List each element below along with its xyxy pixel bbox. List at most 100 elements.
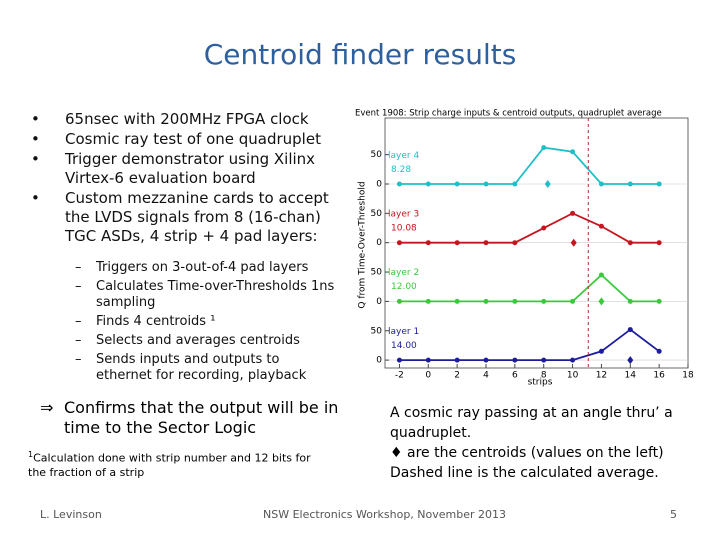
layer-line [399,212,660,244]
strip-point [656,181,662,187]
strip-point [598,181,604,187]
strip-point [483,357,489,363]
strip-point [396,298,402,304]
x-tick-label: 8 [541,371,547,381]
strip-point [656,348,662,354]
strip-point [541,357,547,363]
y-tick-label: 0 [376,238,382,248]
y-tick-label: 0 [376,356,382,366]
conclusion-text: Confirms that the output will be in time… [64,398,339,437]
strip-point [570,210,576,216]
sub-bullet: Selects and averages centroids [75,333,335,349]
centroid-label: 8.28 [391,165,411,175]
strip-point [454,298,460,304]
strip-point [454,181,460,187]
y-tick-label: 50 [371,209,383,219]
y-tick-label: 0 [376,297,382,307]
strip-point [598,348,604,354]
strip-point [541,298,547,304]
strip-point [598,272,604,278]
bullet: Custom mezzanine cards to accept the LVD… [25,189,345,246]
strip-point [425,240,431,246]
strip-point [570,298,576,304]
strip-point [483,298,489,304]
centroid-label: 14.00 [391,341,417,351]
centroid-marker [598,297,605,306]
layer-line [399,146,660,185]
footnote: 1Calculation done with strip number and … [28,448,328,480]
x-tick-label: 6 [512,371,518,381]
x-tick-label: 4 [483,371,489,381]
bullet: 65nsec with 200MHz FPGA clock [25,110,345,129]
x-tick-label: 12 [596,371,607,381]
layer-label: layer 3 [388,210,419,220]
arrow: ⇒ [40,398,54,417]
strip-point [627,327,633,333]
centroid-marker [627,356,634,365]
footnote-text: Calculation done with strip number and 1… [28,451,311,479]
caption-line: Dashed line is the calculated average. [390,465,659,481]
sub-bullet-list: Triggers on 3-out-of-4 pad layers Calcula… [75,260,335,387]
centroid-marker [570,238,577,247]
x-tick-label: 16 [653,371,665,381]
y-tick-label: 50 [371,268,383,278]
strip-point [512,298,518,304]
strip-point [570,357,576,363]
event: NSW Electronics Workshop, November 2013 [263,508,507,521]
strip-point [425,357,431,363]
strip-point [627,181,633,187]
x-tick-label: 18 [682,371,694,381]
layer-label: layer 2 [388,268,419,278]
sub-bullet: Sends inputs and outputs to ethernet for… [75,352,335,384]
x-tick-label: 10 [567,371,579,381]
layer-line [399,328,660,362]
centroid-marker [544,180,551,188]
sub-bullet: Triggers on 3-out-of-4 pad layers [75,260,335,276]
conclusion: ⇒ Confirms that the output will be in tim… [40,398,350,438]
strip-point [598,223,604,229]
strip-point [627,240,633,246]
footnote-mark: 1 [28,450,34,459]
strip-point [656,240,662,246]
layer-label: layer 1 [388,327,419,337]
chart-title: Event 1908: Strip charge inputs & centro… [355,109,662,119]
x-axis-label: strips [528,378,553,388]
page-number: 5 [670,508,677,521]
x-tick-label: -2 [395,371,404,381]
centroid-label: 10.08 [391,224,417,234]
x-tick-label: 0 [425,371,431,381]
strip-point [627,298,633,304]
strip-point [512,240,518,246]
y-axis-label: Q from Time-Over-Threshold [358,181,368,308]
caption: A cosmic ray passing at an angle thru’ a… [390,403,680,483]
layer-label: layer 4 [388,151,419,161]
slide-title: Centroid finder results [203,38,517,71]
strip-point [512,181,518,187]
strip-point [425,298,431,304]
caption-line: ♦ are the centroids (values on the left) [390,445,664,461]
bullet: Trigger demonstrator using Xilinx Virtex… [25,150,345,188]
bullet: Cosmic ray test of one quadruplet [25,130,345,149]
strip-point [570,149,576,155]
strip-point [425,181,431,187]
y-tick-label: 0 [376,180,382,190]
strip-point [396,357,402,363]
strip-point [454,357,460,363]
x-tick-label: 2 [454,371,460,381]
y-tick-label: 50 [371,150,383,160]
strip-point [512,357,518,363]
sub-bullet: Calculates Time-over-Thresholds 1ns samp… [75,279,335,311]
caption-line: A cosmic ray passing at an angle thru’ a… [390,405,673,441]
strip-point [656,298,662,304]
strip-point [541,145,547,151]
strip-point [483,181,489,187]
author: L. Levinson [40,508,102,521]
bullet-list: 65nsec with 200MHz FPGA clockCosmic ray … [25,110,345,247]
centroid-label: 12.00 [391,282,417,292]
layer-line [399,273,660,303]
strip-point [454,240,460,246]
strip-point [396,240,402,246]
strip-point [541,225,547,231]
